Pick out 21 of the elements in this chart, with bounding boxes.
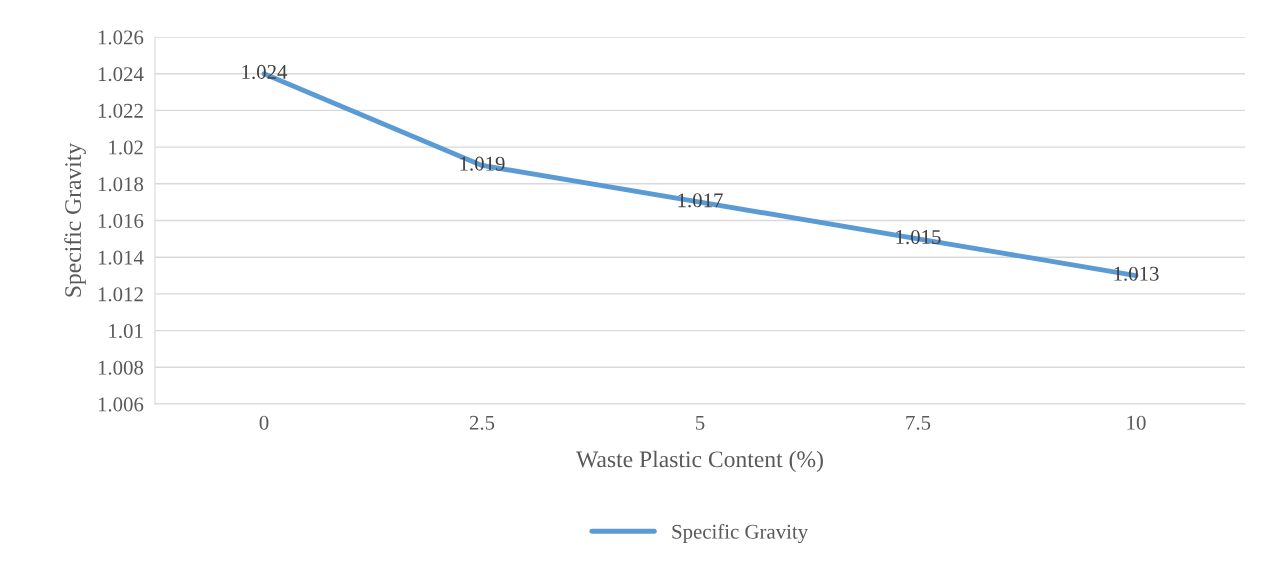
x-tick-label: 5 xyxy=(696,415,705,430)
y-tick-label: 1.022 xyxy=(98,103,143,118)
y-tick-label: 1.024 xyxy=(98,67,144,82)
y-tick-label: 1.006 xyxy=(98,397,144,412)
y-tick-label: 1.012 xyxy=(98,287,143,302)
x-tick-label: 7.5 xyxy=(906,415,931,430)
y-tick-label: 1.014 xyxy=(98,250,144,265)
y-axis-title: Specific Gravity xyxy=(64,142,86,297)
data-label: 1.024 xyxy=(242,64,288,80)
legend-label: Specific Gravity xyxy=(672,523,809,544)
y-tick-label: 1.008 xyxy=(98,360,144,375)
y-tick-label: 1.016 xyxy=(98,213,144,229)
x-tick-label: 0 xyxy=(259,415,269,430)
x-tick-label: 10 xyxy=(1127,415,1146,430)
x-axis-title: Waste Plastic Content (%) xyxy=(576,450,823,473)
y-tick-label: 1.01 xyxy=(109,323,143,339)
x-tick-label: 2.5 xyxy=(469,415,495,430)
y-tick-label: 1.018 xyxy=(98,177,144,192)
y-tick-label: 1.02 xyxy=(109,140,143,155)
y-tick-label: 1.026 xyxy=(98,30,144,45)
data-label: 1.017 xyxy=(678,193,723,208)
